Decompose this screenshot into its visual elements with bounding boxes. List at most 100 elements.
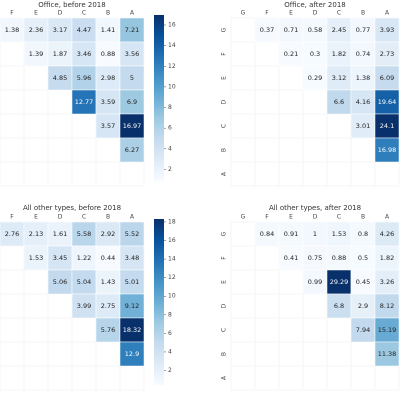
heatmap-cell: [254, 17, 280, 43]
x-tick-label: A: [130, 214, 135, 221]
heatmap-cell: [374, 65, 400, 91]
cell-label: 3.26: [380, 278, 394, 286]
colorbar-tick-label: 12: [168, 63, 176, 70]
cell-label: 0.91: [284, 230, 298, 238]
cell-label: 16.97: [123, 122, 142, 130]
x-tick-label: E: [34, 10, 38, 17]
heatmap-cell: [119, 17, 145, 43]
cell-label: 0.44: [101, 254, 115, 262]
cell-label: 15.19: [378, 326, 397, 334]
x-tick-label: E: [289, 10, 293, 17]
heatmap-cell: [47, 221, 73, 247]
cell-label: 0.58: [308, 26, 322, 34]
cell-label: 18.32: [123, 326, 142, 334]
cell-label: 0.5: [358, 254, 368, 262]
heatmap-cell: [119, 269, 145, 295]
y-tick-label: F: [221, 256, 228, 260]
cell-label: 5.96: [77, 74, 91, 82]
cell-label: 0.29: [308, 74, 322, 82]
cell-label: 0.8: [358, 230, 368, 238]
heatmap-cell: [302, 269, 328, 295]
heatmap-cell: [374, 245, 400, 271]
panel-title: All other types, after 2018: [269, 204, 361, 212]
heatmap-cell: [0, 221, 25, 247]
colorbar-tick-label: 10: [168, 293, 176, 300]
cell-label: 2.98: [101, 74, 115, 82]
cell-label: 1.53: [332, 230, 346, 238]
heatmap-cell: [278, 245, 304, 271]
cell-label: 2.76: [5, 230, 19, 238]
colorbar: [154, 219, 164, 385]
cell-label: 3.48: [125, 254, 139, 262]
cell-label: 3.46: [77, 50, 91, 58]
cell-label: 0.37: [260, 26, 274, 34]
x-tick-label: B: [361, 10, 365, 17]
cell-label: 0.71: [284, 26, 298, 34]
heatmap-cell: [119, 89, 145, 115]
cell-label: 7.94: [356, 326, 370, 334]
heatmap-cell: [350, 89, 376, 115]
colorbar-tick-label: 4: [168, 145, 172, 152]
heatmap-cell: [374, 41, 400, 67]
cell-label: 6.6: [334, 98, 344, 106]
heatmap-cell: [95, 269, 121, 295]
colorbar-tick-label: 12: [168, 274, 176, 281]
x-tick-label: B: [361, 214, 365, 221]
colorbar-tick-label: 6: [168, 330, 172, 337]
x-tick-label: C: [82, 214, 86, 221]
y-tick-label: A: [221, 375, 228, 380]
heatmap-cell: [95, 113, 121, 139]
heatmap-cell: [23, 221, 49, 247]
heatmap-cell: [23, 245, 49, 271]
heatmap-cell: [119, 317, 145, 343]
x-tick-label: F: [10, 214, 14, 221]
heatmap-cell: [374, 113, 400, 139]
panel-title: Office, before 2018: [38, 1, 105, 9]
y-tick-label: D: [221, 303, 228, 308]
cell-label: 1.43: [101, 278, 115, 286]
heatmap-cell: [95, 17, 121, 43]
heatmap-cell: [119, 221, 145, 247]
colorbar-tick-label: 6: [168, 125, 172, 132]
x-tick-label: G: [241, 10, 246, 17]
x-tick-label: G: [241, 214, 246, 221]
cell-label: 6.9: [127, 98, 137, 106]
x-tick-label: D: [313, 214, 318, 221]
heatmap-cell: [119, 293, 145, 319]
y-tick-label: B: [221, 148, 228, 152]
cell-label: 6.8: [334, 302, 344, 310]
cell-label: 16.98: [378, 146, 397, 154]
panel-title: Office, after 2018: [284, 1, 345, 9]
x-tick-label: B: [106, 214, 110, 221]
x-tick-label: D: [313, 10, 318, 17]
cell-label: 19.64: [378, 98, 397, 106]
heatmap-cell: [374, 137, 400, 163]
heatmap-cell: [0, 17, 25, 43]
cell-label: 2.73: [380, 50, 394, 58]
heatmap-cell: [119, 41, 145, 67]
y-tick-label: G: [221, 27, 228, 32]
heatmap-cell: [119, 65, 145, 91]
y-tick-label: A: [221, 171, 228, 176]
cell-label: 0.74: [356, 50, 370, 58]
cell-label: 4.26: [380, 230, 394, 238]
heatmap-cell: [95, 317, 121, 343]
x-tick-label: E: [34, 214, 38, 221]
heatmap-cell: [95, 245, 121, 271]
cell-label: 29.29: [330, 278, 349, 286]
heatmap-cell: [71, 41, 97, 67]
cell-label: 4.16: [356, 98, 370, 106]
cell-label: 3.59: [101, 98, 115, 106]
cell-label: 1.38: [5, 26, 19, 34]
cell-label: 3.45: [53, 254, 67, 262]
cell-label: 0.75: [308, 254, 322, 262]
x-tick-label: F: [10, 10, 14, 17]
colorbar-tick-label: 14: [168, 256, 176, 263]
y-tick-label: B: [221, 352, 228, 356]
cell-label: 1.82: [380, 254, 394, 262]
y-tick-label: C: [221, 124, 228, 128]
colorbar-tick-label: 2: [168, 367, 172, 374]
cell-label: 3.57: [101, 122, 115, 130]
cell-label: 1.82: [332, 50, 346, 58]
heatmap-cell: [350, 269, 376, 295]
